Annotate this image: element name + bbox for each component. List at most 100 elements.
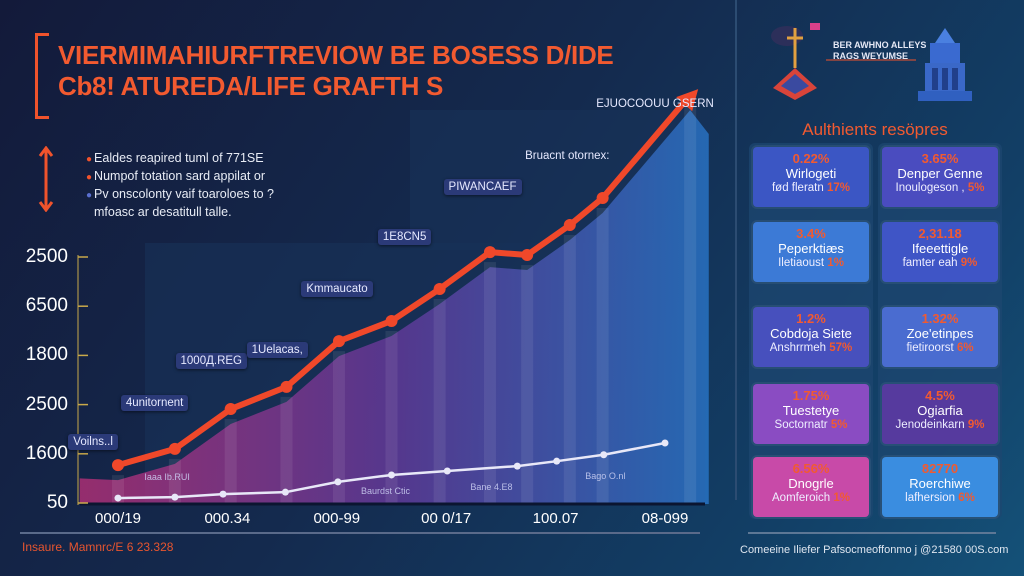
- column-bar: [224, 419, 237, 504]
- data-point-white: [600, 451, 608, 459]
- y-tick-label: 1800: [25, 344, 68, 366]
- stat-label: Wirlogeti: [785, 166, 837, 181]
- series-line-red: [117, 93, 693, 469]
- stat-percent: 6%: [956, 342, 974, 354]
- panel-divider: [735, 0, 737, 500]
- data-point-red: [168, 442, 181, 455]
- stat-card: 0.22% Wirlogeti fød fleratn 17%: [753, 147, 869, 207]
- stat-card: 1.32% Zoe'etinpes fietiroorst 6%: [882, 307, 998, 367]
- stat-value: 4.5%: [925, 388, 955, 403]
- column-bar: [596, 207, 609, 504]
- stat-sublabel: Jenodeinkarn 9%: [882, 418, 998, 432]
- y-tick-label: 6500: [25, 295, 68, 317]
- data-point-red: [385, 314, 398, 327]
- x-tick-label: 000-99: [313, 510, 361, 527]
- title-bracket: [35, 33, 49, 119]
- stat-label: Cobdoja Siete: [770, 326, 852, 341]
- y-tick-label: 2500: [25, 393, 68, 415]
- column-bar: [280, 396, 293, 504]
- x-tick-label: 000/19: [95, 510, 141, 527]
- stat-value: 3.65%: [921, 151, 959, 166]
- stat-card: 4.5% Ogiarfia Jenodeinkarn 9%: [882, 384, 998, 444]
- stat-percent: 57%: [829, 342, 853, 354]
- stat-value: 1.75%: [792, 388, 830, 403]
- stat-sublabel: Aomferoich 1%: [753, 491, 869, 505]
- stat-card: 3.65% Denper Genne Inoulogeson , 5%: [882, 147, 998, 207]
- small-data-label: Bago O.nl: [585, 471, 626, 482]
- callout-label: 1Uelacas,: [246, 342, 308, 359]
- callout-label: PIWANCAEF: [443, 179, 522, 196]
- data-point-white: [114, 494, 122, 502]
- column-bar: [385, 330, 398, 504]
- callout-label: 4unitornent: [120, 395, 189, 412]
- callout-label: Bruacnt otornex:: [525, 150, 610, 163]
- data-point-white: [443, 467, 451, 475]
- stat-value: 1.32%: [921, 311, 959, 326]
- data-point-red: [112, 459, 124, 472]
- stat-sublabel-text: Jenodeinkarn: [895, 419, 965, 431]
- stat-percent: 1%: [833, 492, 850, 504]
- stat-sublabel: Anshrrmeh 57%: [753, 341, 869, 355]
- stat-sublabel-text: fød fleratn: [771, 182, 824, 194]
- stat-sublabel-text: Inoulogeson ,: [895, 182, 965, 194]
- column-bar: [483, 262, 496, 504]
- stat-percent: 5%: [830, 419, 848, 431]
- column-bar: [433, 298, 446, 504]
- x-tick-label: 00 0/17: [421, 510, 472, 527]
- stat-sublabel-text: Iletiaoust: [778, 257, 825, 269]
- stat-percent: 6%: [958, 492, 975, 504]
- stat-sublabel-text: Soctornatr: [774, 419, 828, 431]
- caption-connector: [826, 59, 916, 61]
- page-title: VIERMIMAHIURFTREVIOW BE BOSESS D/IDE Cb8…: [58, 40, 614, 102]
- data-point-red: [521, 249, 534, 262]
- stat-label: Roerchiwe: [909, 476, 971, 491]
- stat-sublabel-text: lafhersion: [905, 492, 956, 504]
- bullet-item: Pv onscolonty vaif toaroloes to ?: [86, 186, 274, 204]
- stat-percent: 1%: [827, 257, 844, 269]
- x-tick-label: 08-099: [641, 510, 689, 527]
- stat-label: Tuestetye: [782, 403, 840, 418]
- bars-area: [79, 110, 709, 504]
- callout-label: 1E8CN5: [377, 229, 432, 246]
- temple-illustration-blue: [918, 28, 972, 101]
- y-tick-label: 1600: [25, 442, 68, 464]
- column-bar: [563, 235, 576, 504]
- stat-percent: 9%: [967, 419, 985, 431]
- stat-label: Zoe'etinpes: [906, 326, 974, 341]
- column-bar: [684, 105, 697, 504]
- trend-arrowhead-icon: [676, 89, 699, 112]
- column-bar: [521, 265, 534, 504]
- data-point-red: [483, 246, 496, 259]
- temple-illustration-red: [771, 23, 820, 100]
- data-point-white: [661, 439, 669, 447]
- stat-sublabel-text: Anshrrmeh: [769, 342, 826, 354]
- data-point-red: [563, 219, 576, 232]
- data-point-white: [388, 471, 395, 479]
- stat-label: Peperktiæs: [778, 241, 844, 256]
- data-point-red: [224, 403, 237, 416]
- stat-card: 82770 Roerchiwe lafhersion 6%: [882, 457, 998, 517]
- stat-sublabel: Iletiaoust 1%: [753, 256, 869, 270]
- stat-label: Dnogrle: [788, 476, 834, 491]
- stat-card: 2,31.18 Ifeeettigle famter eah 9%: [882, 222, 998, 282]
- column-bar: [332, 351, 345, 504]
- line-chart: [77, 89, 710, 506]
- stat-sublabel: famter eah 9%: [882, 256, 998, 270]
- callout-label: 1000Д.REG: [175, 352, 248, 369]
- stat-sublabel-text: fietiroorst: [906, 342, 954, 354]
- source-note: Insaure. Mamnrc/E 6 23.328: [22, 540, 174, 554]
- stat-card: 1.75% Tuestetye Soctornatr 5%: [753, 384, 869, 444]
- data-point-white: [334, 478, 342, 486]
- stat-value: 82770: [921, 461, 959, 476]
- footer-divider: [748, 532, 996, 534]
- title-line-2: Cb8! ATUREDA/LIFE GRAFTH S: [58, 71, 444, 101]
- stat-percent: 9%: [960, 257, 978, 269]
- stat-sublabel: fietiroorst 6%: [882, 341, 998, 355]
- stat-card: 6.56% Dnogrle Aomferoich 1%: [753, 457, 869, 517]
- y-tick-label: 2500: [25, 246, 68, 267]
- stat-label: Denper Genne: [897, 166, 983, 181]
- data-point-white: [171, 493, 179, 501]
- y-tick-label: 50: [46, 492, 68, 513]
- stat-sublabel: lafhersion 6%: [882, 491, 998, 505]
- data-point-white: [219, 490, 227, 498]
